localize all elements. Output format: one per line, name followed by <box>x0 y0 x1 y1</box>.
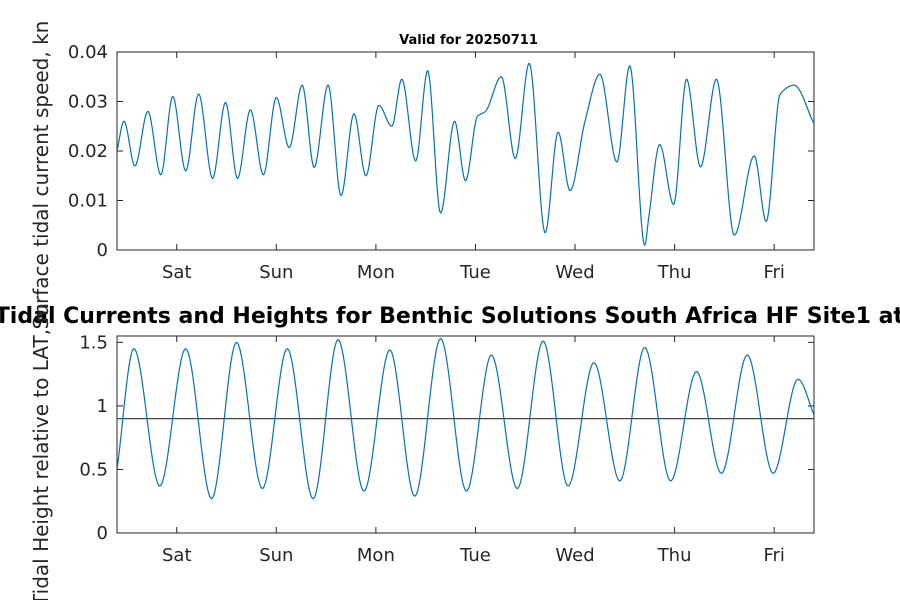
y-axis-label: Surface tidal current speed, kn <box>29 21 53 330</box>
x-tick-label: Thu <box>657 545 692 566</box>
x-tick-label: Fri <box>763 262 784 283</box>
x-tick-label: Thu <box>657 262 692 283</box>
data-series-line <box>117 337 814 500</box>
data-series-line <box>117 62 814 246</box>
x-tick-label: Tue <box>459 545 491 566</box>
x-tick-label: Sat <box>162 262 192 283</box>
chart-title: Tidal Currents and Heights for Benthic S… <box>0 304 900 329</box>
x-tick-label: Mon <box>357 545 395 566</box>
x-tick-label: Wed <box>555 262 594 283</box>
plot-area-frame <box>116 51 815 251</box>
y-tick-label: 0.01 <box>68 191 108 212</box>
x-tick-label: Sun <box>259 545 293 566</box>
plot-area-frame <box>116 335 815 534</box>
y-tick-label: 1.5 <box>79 332 108 353</box>
x-tick-label: Tue <box>459 262 491 283</box>
chart-panel-2: 0 0.5 1 1.5 Sat Sun Mon Tue Wed Thu Fri Tidal Curre… <box>0 303 900 600</box>
x-tick-label: Fri <box>763 545 784 566</box>
y-tick-label: 0 <box>97 523 108 544</box>
y-tick-label: 0 <box>97 240 108 261</box>
x-tick-label: Sat <box>162 545 192 566</box>
x-tick-label: Mon <box>357 262 395 283</box>
y-tick-label: 1 <box>97 396 108 417</box>
x-tick-label: Wed <box>555 545 594 566</box>
chart-panel-1: 0 0.01 0.02 0.03 0.04 Sat Sun Mon Tue Wed Thu Fri Va… <box>29 21 815 330</box>
x-tick-label: Sun <box>259 262 293 283</box>
chart-title: Valid for 20250711 <box>399 33 538 48</box>
y-tick-label: 0.5 <box>79 459 108 480</box>
y-tick-label: 0.03 <box>68 92 108 113</box>
y-axis-label: Tidal Height relative to LAT, m <box>29 303 53 600</box>
y-tick-label: 0.04 <box>68 42 108 63</box>
y-tick-label: 0.02 <box>68 141 108 162</box>
